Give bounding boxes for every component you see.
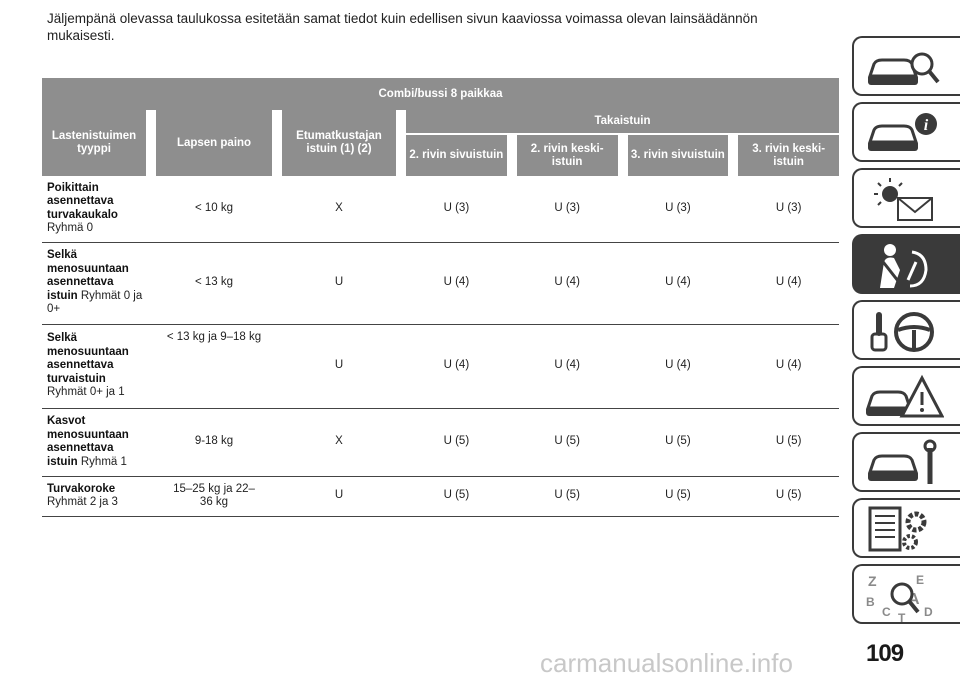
svg-text:B: B — [866, 595, 875, 609]
svg-text:C: C — [882, 605, 891, 619]
tab-starting-driving[interactable] — [852, 300, 960, 360]
svg-text:E: E — [916, 573, 924, 587]
header-front-seat: Etumatkustajan istuin (1) (2) — [282, 110, 396, 176]
tab-car-search[interactable] — [852, 36, 960, 96]
seat-type-group: Ryhmät 2 ja 3 — [47, 496, 118, 508]
tab-emergency[interactable] — [852, 366, 960, 426]
weight-cell: < 13 kg — [194, 276, 234, 289]
table-row: Selkä menosuuntaan asennettava turvaistu… — [42, 324, 839, 408]
svg-text:D: D — [924, 605, 933, 619]
svg-text:i: i — [924, 117, 929, 134]
seat-type-cell: Kasvot menosuuntaan asennettava istuin R… — [42, 408, 146, 476]
header-rear-position: 2. rivin sivuistuin — [406, 134, 507, 176]
rear-seat-cell: U (4) — [443, 359, 470, 372]
seat-type-cell: Selkä menosuuntaan asennettava istuin Ry… — [42, 242, 146, 324]
rear-seat-cell: U (4) — [665, 276, 691, 289]
tab-car-info[interactable]: i — [852, 102, 960, 162]
rear-seat-cell: U (5) — [443, 435, 470, 448]
seat-type-group: Ryhmä 1 — [80, 455, 127, 468]
car-info-icon: i — [867, 113, 937, 151]
rear-seat-cell: U (4) — [665, 359, 691, 372]
rear-seat-cell: U (4) — [554, 276, 580, 289]
header-rear-position: 2. rivin keski-istuin — [516, 134, 618, 176]
rear-seat-cell: U (5) — [775, 489, 802, 502]
header-separator — [728, 134, 739, 176]
front-seat-cell: X — [335, 435, 343, 448]
weight-value: < 13 kg ja 9–18 kg — [166, 330, 262, 343]
rear-seat-cell: U (4) — [443, 276, 470, 289]
seat-type-group: Ryhmä 0 — [47, 222, 94, 235]
rear-seat-cell: U (5) — [554, 435, 580, 448]
rear-seat-cell: U (4) — [554, 359, 580, 372]
rear-seat-cell: U (5) — [775, 435, 802, 448]
rear-seat-cell: U (5) — [665, 435, 691, 448]
rear-seat-cell: U (4) — [775, 276, 802, 289]
header-rear-seat: Takaistuin — [406, 110, 839, 135]
weight-cell: 15–25 kg ja 22–36 kg — [173, 482, 255, 509]
header-separator — [617, 134, 628, 176]
rear-seat-cell: U (3) — [554, 202, 580, 214]
watermark: carmanualsonline.info — [540, 648, 793, 678]
tab-safety[interactable] — [852, 234, 960, 294]
header-child-weight: Lapsen paino — [156, 110, 272, 176]
tab-index[interactable]: Z E B A D C T — [852, 564, 960, 624]
table-row: Kasvot menosuuntaan asennettava istuin R… — [42, 408, 839, 476]
rear-seat-cell: U (4) — [775, 359, 802, 372]
tab-technical-data[interactable] — [852, 498, 960, 558]
rear-seat-cell: U (3) — [443, 202, 470, 214]
front-seat-cell: U — [334, 359, 344, 372]
index-letters-icon: Z E B A D C T — [866, 573, 933, 622]
rear-seat-cell: U (5) — [443, 489, 470, 502]
header-separator — [396, 110, 406, 176]
header-rear-position: 3. rivin keski-istuin — [738, 134, 839, 176]
tab-maintenance[interactable] — [852, 432, 960, 492]
seat-type-cell: Poikittain asennettava turvakaukalo Ryhmä… — [42, 176, 146, 242]
rear-seat-cell: U (3) — [665, 202, 691, 214]
seat-type-name: Turvakoroke — [47, 482, 116, 495]
car-crash-warning-icon — [865, 374, 944, 418]
seat-type-group: Ryhmät 0+ ja 1 — [47, 386, 125, 399]
car-wrench-icon — [867, 439, 937, 484]
seatbelt-airbag-icon — [878, 244, 928, 288]
header-separator — [506, 134, 517, 176]
table-row: Poikittain asennettava turvakaukalo Ryhmä… — [42, 176, 839, 242]
table-row: Selkä menosuuntaan asennettava istuin Ry… — [42, 242, 839, 324]
car-search-icon — [867, 52, 940, 85]
weight-cell: 9-18 kg — [194, 435, 234, 448]
table-header: Combi/bussi 8 paikkaa Lastenistuimen tyy… — [42, 78, 839, 176]
seat-type-name: Kasvot menosuuntaan asennettava istuin — [47, 415, 129, 468]
seat-type-name: Selkä menosuuntaan asennettava istuin — [47, 249, 129, 302]
header-seat-type: Lastenistuimen tyyppi — [42, 110, 146, 176]
svg-text:T: T — [898, 611, 906, 622]
warning-light-message-icon — [874, 178, 933, 221]
svg-text:Z: Z — [868, 573, 877, 589]
seat-type-name: Selkä menosuuntaan asennettava turvaistu… — [47, 332, 129, 385]
key-steering-wheel-icon — [870, 312, 934, 352]
child-seat-table: Combi/bussi 8 paikkaa Lastenistuimen tyy… — [42, 78, 839, 517]
weight-cell: < 13 kg ja 9–18 kg — [156, 324, 272, 408]
rear-seat-cell: U (5) — [665, 489, 691, 502]
tab-warning-lights[interactable] — [852, 168, 960, 228]
seat-type-cell: Turvakoroke Ryhmät 2 ja 3 — [42, 476, 146, 516]
front-seat-cell: X — [335, 202, 343, 214]
intro-paragraph: Jäljempänä olevassa taulukossa esitetään… — [47, 11, 758, 43]
header-rear-position: 3. rivin sivuistuin — [627, 134, 729, 176]
front-seat-cell: U — [334, 276, 344, 289]
front-seat-cell: U — [334, 489, 344, 502]
header-separator — [146, 110, 156, 176]
header-vehicle-type: Combi/bussi 8 paikkaa — [42, 78, 839, 110]
page-number: 109 — [866, 640, 904, 667]
seat-type-group: Ryhmät 0 ja 0+ — [47, 289, 143, 316]
rear-seat-cell: U (3) — [775, 202, 802, 214]
seat-type-cell: Selkä menosuuntaan asennettava turvaistu… — [42, 324, 146, 408]
weight-cell: < 10 kg — [194, 202, 234, 214]
header-separator — [272, 110, 282, 176]
specs-gear-icon — [868, 506, 927, 552]
seat-type-name: Poikittain asennettava turvakaukalo — [47, 181, 118, 221]
rear-seat-cell: U (5) — [554, 489, 580, 502]
table-row: Turvakoroke Ryhmät 2 ja 3 15–25 kg ja 22–… — [42, 476, 839, 516]
